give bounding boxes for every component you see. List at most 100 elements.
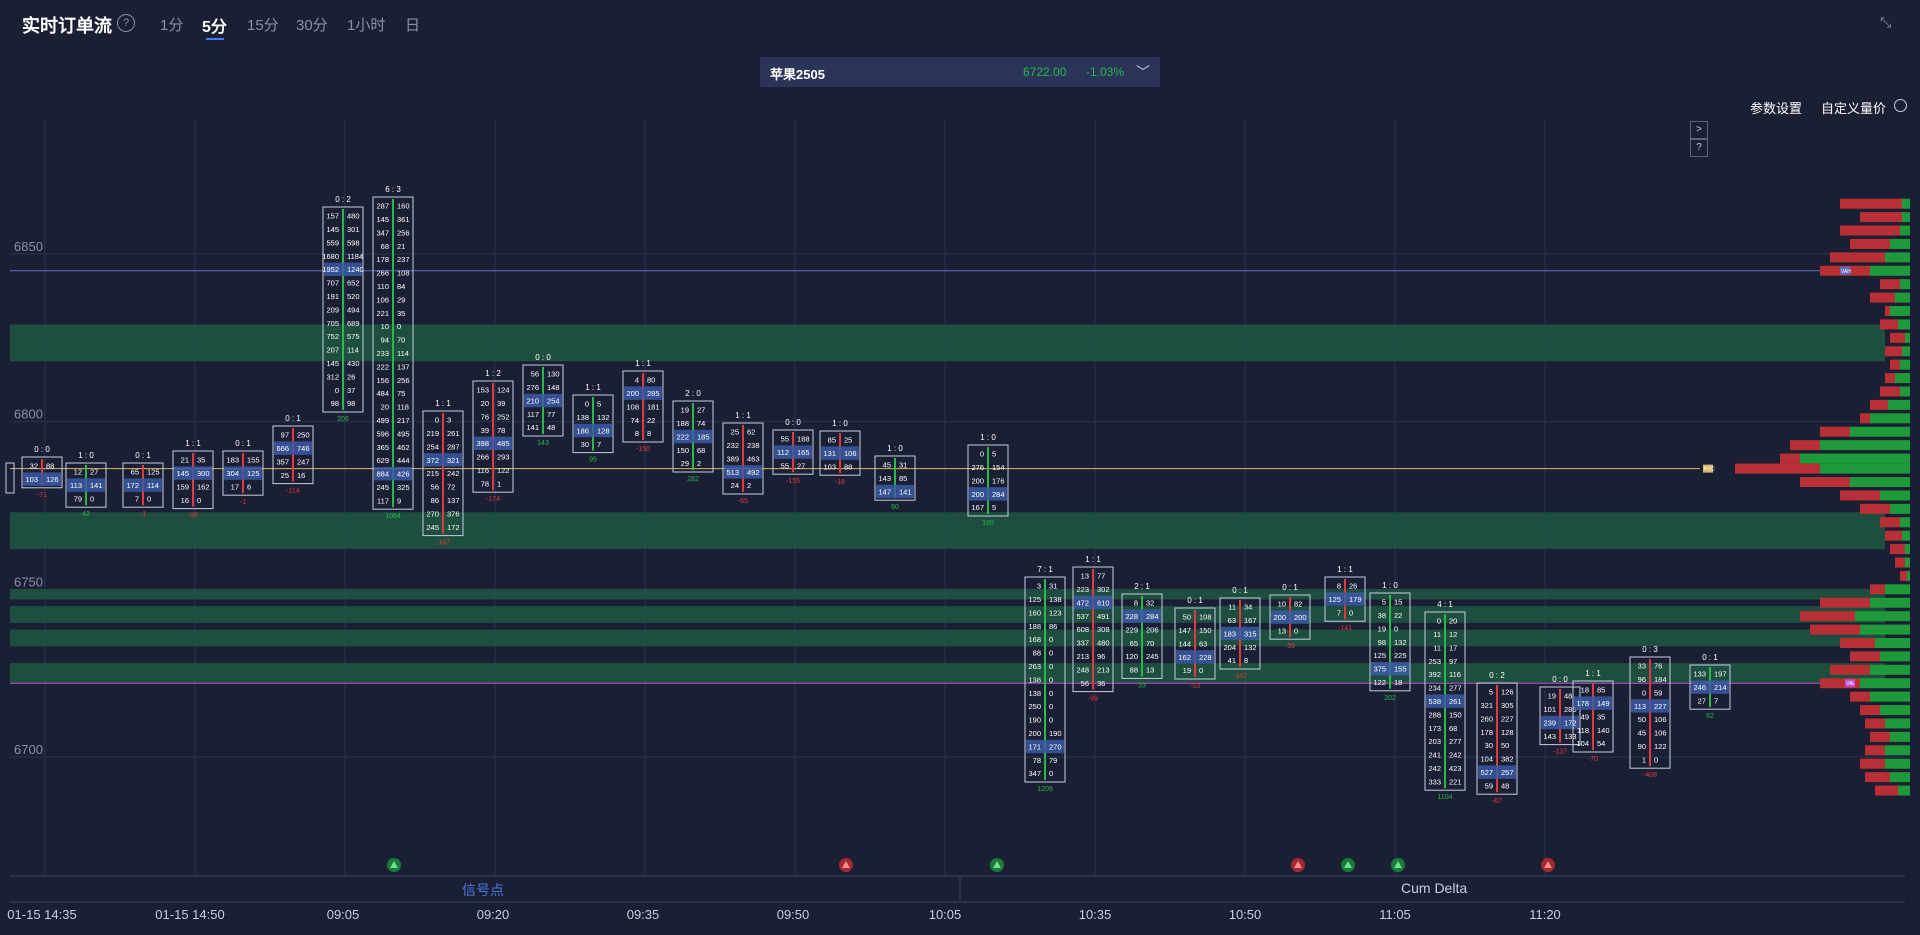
tab-15min[interactable]: 15分 [247, 17, 279, 34]
cell-ask: 0 [90, 494, 94, 503]
cell-ask: 225 [1394, 651, 1407, 660]
cell-bid: 125 [1328, 595, 1341, 604]
cell-bid: 537 [1076, 612, 1089, 621]
footprint-candle[interactable]: 0 : 1 65 125 172 114 7 0 -1 [122, 451, 164, 518]
footprint-candle[interactable]: 1 : 1 0 3 219 261 254 287 372 321 215 242 56 72 86 137… [422, 399, 464, 547]
sell-signal-icon[interactable] [839, 858, 853, 872]
buy-signal-icon[interactable] [1391, 858, 1405, 872]
tab-cum-delta[interactable]: Cum Delta [1401, 880, 1468, 896]
footprint-candle[interactable]: 0 : 0 56 130 276 148 210 254 117 77 141 48 143 [522, 353, 564, 447]
tab-30min[interactable]: 30分 [296, 17, 328, 34]
collapse-icon[interactable]: ⤡ [1880, 14, 1892, 30]
cell-bid: 246 [1693, 683, 1706, 692]
tab-day[interactable]: 日 [405, 17, 421, 34]
cell-ask: 26 [347, 372, 355, 381]
footprint-candle[interactable]: 1 : 1 4 80 200 285 108 181 74 22 8 8 -150 [622, 359, 664, 453]
footprint-candle[interactable]: 1 : 1 8 26 125 179 7 0 -141 [1324, 565, 1366, 632]
candle-box [874, 455, 916, 501]
buy-signal-icon[interactable] [1341, 858, 1355, 872]
footprint-candle[interactable]: 0 : 2 5 126 321 305 260 227 178 128 30 50 104 382 527… [1476, 671, 1518, 805]
footprint-candle[interactable]: 0 : 1 50 108 147 150 144 63 162 228 19 0 -53 [1174, 596, 1216, 690]
cell-ask: 172 [1564, 718, 1577, 727]
footprint-candle[interactable]: 1 : 1 13 77 223 302 472 610 537 491 608 308 337 480 2… [1072, 555, 1114, 703]
sell-signal-icon[interactable] [1541, 858, 1555, 872]
help-icon[interactable]: ? [117, 14, 135, 32]
footprint-candle[interactable]: 1 : 0 5 15 38 22 19 0 98 132 125 225 375 155 122 18 202 [1369, 581, 1411, 702]
candle-box [1219, 597, 1261, 670]
cell-bid: 145 [376, 215, 389, 224]
cell-ask: 0 [1349, 608, 1353, 617]
expand-right-button[interactable]: > [1690, 121, 1708, 139]
footprint-candle[interactable]: 0 : 1 97 250 666 746 357 247 25 16 -114 [272, 414, 314, 495]
footprint-candle[interactable]: 0 : 1 11 34 63 167 183 315 204 132 41 8 -142 [1219, 586, 1261, 680]
buy-signal-icon[interactable] [387, 858, 401, 872]
footprint-candle[interactable]: 1 : 1 18 85 178 149 49 35 118 140 104 54 -70 [1572, 669, 1614, 763]
candle-ratio-label: 1 : 1 [435, 399, 451, 408]
candle-delta: 206 [337, 416, 349, 423]
cell-bid: 472 [1076, 598, 1089, 607]
symbol-selector[interactable]: 苹果2505 6722.00 -1.03% ﹀ [760, 57, 1160, 87]
candle-box [65, 462, 107, 508]
cell-ask: 0 [1199, 666, 1203, 675]
footprint-candle[interactable]: 1 : 0 45 31 143 85 147 141 80 [874, 444, 916, 511]
cell-ask: 128 [1501, 728, 1514, 737]
cell-ask: 287 [447, 442, 460, 451]
footprint-candle[interactable]: 0 : 1 133 197 246 214 27 7 62 [1689, 653, 1731, 720]
settings-circle-icon[interactable] [1894, 99, 1907, 112]
cell-bid: 596 [376, 429, 389, 438]
cell-ask: 128 [597, 426, 610, 435]
footprint-candle[interactable]: 0 : 0 19 48 101 286 239 172 143 133 -137 [1539, 675, 1581, 756]
candle-poc-row [674, 429, 712, 444]
cell-ask: 106 [1654, 729, 1667, 738]
footprint-candle[interactable]: 1 : 0 85 25 131 106 103 88 -18 [819, 419, 861, 486]
candle-box [1424, 611, 1466, 791]
cell-ask: 0 [1049, 769, 1053, 778]
profile-bar-buy [1820, 463, 1910, 474]
custom-volume-price-button[interactable]: 自定义量价 [1821, 101, 1887, 116]
params-settings-button[interactable]: 参数设置 [1750, 101, 1803, 116]
tab-5min[interactable]: 5分 [202, 19, 227, 36]
tab-1hour[interactable]: 1小时 [347, 17, 386, 34]
cell-bid: 884 [376, 470, 389, 479]
candle-poc-row [774, 445, 812, 459]
x-tick-label: 09:20 [476, 907, 510, 922]
footprint-candle[interactable]: 0 : 0 55 188 112 165 55 27 -155 [772, 418, 814, 485]
cell-bid: 104 [1480, 755, 1493, 764]
footprint-candle[interactable]: 0 : 1 183 155 304 125 17 6 -1 [222, 439, 264, 506]
help-small-button[interactable]: ? [1690, 139, 1708, 157]
footprint-candle[interactable]: 7 : 1 3 31 125 138 160 123 188 86 168 0 88 0 263 0 138 0… [1024, 565, 1066, 793]
candle-poc-row [67, 478, 105, 492]
cell-ask: 82 [1294, 600, 1302, 609]
footprint-candle[interactable]: 6 : 3 287 160 145 361 347 256 68 21 178 237 266 108 1… [372, 185, 414, 520]
cell-ask: 17 [1449, 643, 1457, 652]
cell-ask: 26 [1349, 582, 1357, 591]
cell-bid: 29 [681, 459, 689, 468]
cell-bid: 398 [476, 439, 489, 448]
cell-ask: 746 [297, 444, 310, 453]
symbol-name: 苹果2505 [770, 67, 825, 82]
cell-bid: 108 [626, 402, 639, 411]
x-tick-label: 01-15 14:35 [7, 907, 77, 922]
footprint-candle[interactable]: 0 : 1 10 82 200 200 13 0 -59 [1269, 583, 1311, 650]
footprint-candle[interactable]: 1 : 0 12 27 113 141 79 0 42 [65, 451, 107, 518]
sell-signal-icon[interactable] [1291, 858, 1305, 872]
footprint-candle[interactable]: 0 : 0 32 88 103 126 -71 [21, 445, 63, 499]
tab-signals[interactable]: 信号点 [462, 882, 504, 898]
footprint-candle[interactable]: 1 : 1 21 35 145 300 159 162 16 0 -96 [172, 439, 214, 520]
buy-signal-icon[interactable] [990, 858, 1004, 872]
footprint-candle[interactable]: 4 : 1 0 20 11 12 11 17 253 97 392 116 234 277 538 261 2… [1424, 600, 1466, 801]
cell-ask: 361 [397, 215, 410, 224]
cell-ask: 77 [547, 410, 555, 419]
x-tick-label: 11:05 [1379, 907, 1411, 922]
footprint-candle[interactable]: 1 : 1 25 62 232 238 389 463 513 492 24 2 -65 [722, 411, 764, 505]
profile-bar-sell [1790, 440, 1820, 451]
footprint-candle[interactable]: 1 : 2 153 124 20 39 76 252 39 78 398 485 266 293 116 1… [472, 369, 514, 503]
footprint-candle[interactable]: 2 : 0 19 27 188 74 222 185 150 68 29 2 282 [672, 389, 714, 483]
footprint-candle[interactable]: 1 : 1 0 5 138 132 186 128 30 7 95 [572, 383, 614, 464]
tab-1min[interactable]: 1分 [160, 17, 184, 34]
footprint-candle[interactable]: 0 : 2 157 480 145 301 559 598 1680 1184 1952 1240 7… [322, 195, 363, 423]
